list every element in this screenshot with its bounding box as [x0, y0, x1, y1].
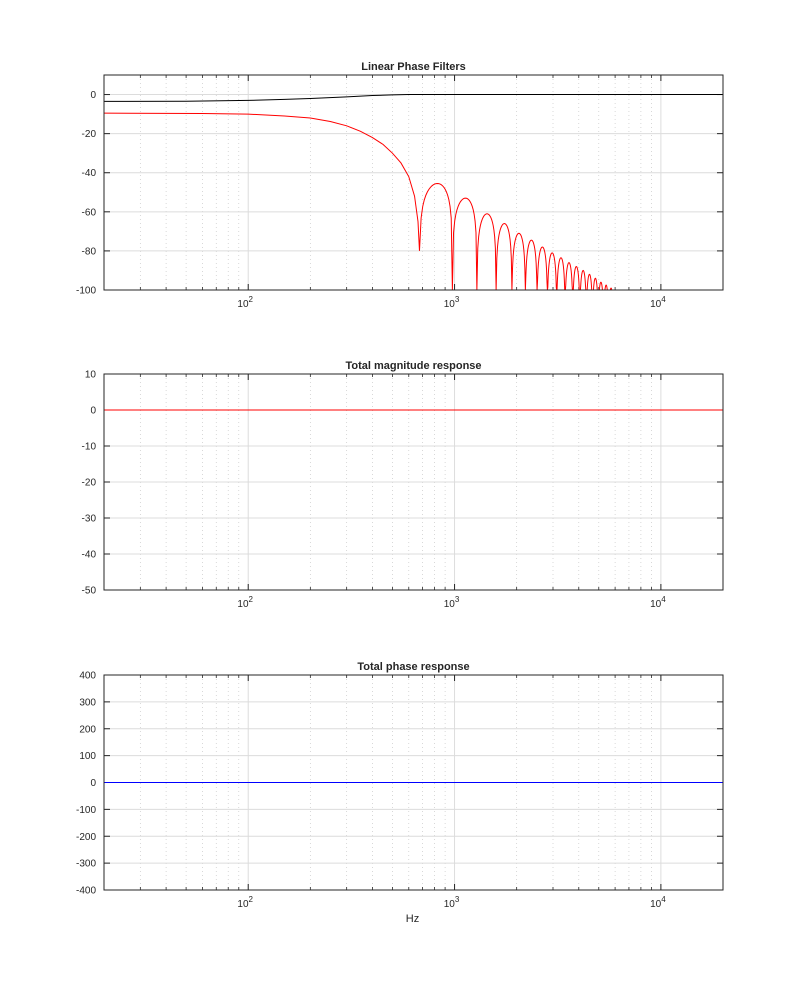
axes-box [103, 373, 724, 591]
x-axis-label: Hz [406, 913, 419, 925]
x-tick-base: 10 [650, 599, 662, 610]
y-tick-label: 0 [90, 406, 96, 417]
x-tick-base: 10 [650, 299, 662, 310]
x-tick-exponent: 2 [249, 595, 254, 604]
x-tick-label: 103 [444, 295, 460, 310]
y-tick-label: 200 [79, 724, 96, 735]
x-tick-label: 102 [237, 595, 253, 610]
chart-title: Total magnitude response [345, 360, 481, 372]
y-tick-label: -200 [76, 832, 96, 843]
y-tick-label: -60 [82, 207, 97, 218]
x-tick-exponent: 4 [661, 595, 666, 604]
axes-box [103, 74, 724, 291]
series-highpass-complement [104, 94, 723, 102]
y-tick-label: -100 [76, 805, 96, 816]
y-tick-label: -30 [82, 514, 97, 525]
chart-title: Total phase response [357, 661, 469, 673]
y-tick-label: -40 [82, 550, 97, 561]
x-tick-label: 102 [237, 895, 253, 910]
x-tick-exponent: 2 [249, 895, 254, 904]
x-tick-base: 10 [444, 899, 456, 910]
y-tick-label: -50 [82, 586, 97, 597]
x-tick-base: 10 [237, 899, 249, 910]
y-tick-label: 400 [79, 671, 96, 682]
y-tick-label: 0 [90, 778, 96, 789]
x-tick-exponent: 3 [455, 595, 460, 604]
x-tick-label: 102 [237, 295, 253, 310]
subplot-3: 102 103 1044003002001000-100-200-300-400To… [76, 661, 724, 925]
y-tick-label: 10 [85, 370, 97, 381]
y-tick-label: 100 [79, 751, 96, 762]
x-tick-base: 10 [237, 299, 249, 310]
y-tick-label: 0 [90, 90, 96, 101]
y-tick-label: -400 [76, 886, 96, 897]
x-tick-label: 104 [650, 595, 666, 610]
x-tick-base: 10 [237, 599, 249, 610]
y-tick-label: -20 [82, 478, 97, 489]
x-tick-label: 104 [650, 895, 666, 910]
x-tick-exponent: 4 [661, 895, 666, 904]
plot-area [104, 94, 723, 290]
x-tick-exponent: 2 [249, 295, 254, 304]
x-tick-base: 10 [650, 899, 662, 910]
x-tick-base: 10 [444, 599, 456, 610]
x-tick-label: 104 [650, 295, 666, 310]
chart-title: Linear Phase Filters [361, 61, 466, 73]
x-tick-exponent: 3 [455, 295, 460, 304]
y-tick-label: 300 [79, 697, 96, 708]
series-lowpass [104, 112, 618, 290]
x-tick-label: 103 [444, 595, 460, 610]
y-tick-label: -40 [82, 168, 97, 179]
y-tick-label: -10 [82, 442, 97, 453]
y-tick-label: -100 [76, 286, 96, 297]
y-tick-label: -20 [82, 129, 97, 140]
x-tick-exponent: 4 [661, 295, 666, 304]
x-tick-exponent: 3 [455, 895, 460, 904]
y-tick-label: -80 [82, 246, 97, 257]
x-tick-base: 10 [444, 299, 456, 310]
x-tick-label: 103 [444, 895, 460, 910]
axes-box [103, 674, 724, 891]
y-tick-label: -300 [76, 859, 96, 870]
